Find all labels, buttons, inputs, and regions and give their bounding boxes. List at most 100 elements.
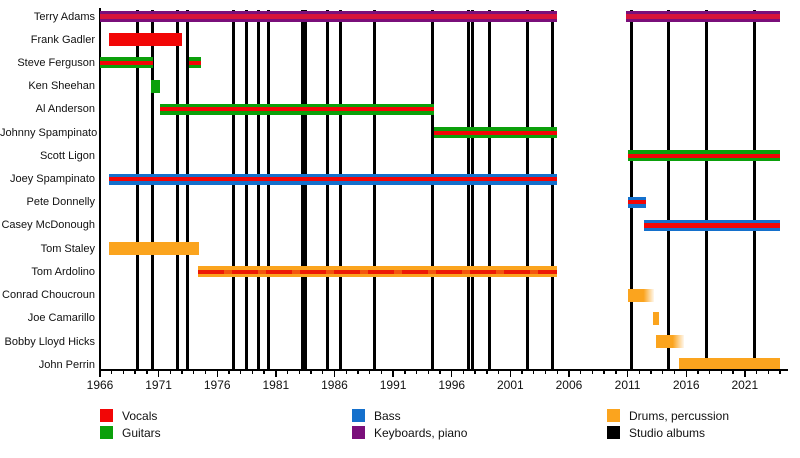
legend-column: Drums, percussion Studio albums: [607, 407, 729, 441]
album-line: [232, 10, 236, 369]
bass-swatch-icon: [352, 409, 365, 422]
axis-tick: [732, 370, 734, 375]
vocals-stripe: [644, 223, 780, 228]
member-label: Al Anderson: [35, 103, 95, 116]
album-line: [752, 10, 756, 369]
member-label: John Perrin: [38, 358, 95, 371]
axis-tick: [415, 370, 418, 375]
vocals-stripe: [627, 153, 780, 158]
axis-tick: [755, 370, 758, 375]
axis-tick: [579, 370, 582, 375]
album-line: [151, 10, 155, 369]
axis-tick: [263, 370, 265, 375]
legend-label: Studio albums: [629, 425, 706, 440]
axis-tick-label: 1971: [145, 378, 172, 392]
album-line: [325, 10, 329, 369]
vocals-swatch-icon: [100, 409, 113, 422]
album-line: [338, 10, 342, 369]
album-line: [175, 10, 179, 369]
axis-tick: [685, 370, 687, 377]
member-label: Johnny Spampinato: [0, 126, 98, 139]
album-line: [667, 10, 671, 369]
axis-tick: [603, 370, 605, 375]
axis-tick: [521, 370, 523, 375]
album-line: [487, 10, 491, 369]
axis-tick: [275, 370, 277, 377]
timeline-bar: [151, 79, 160, 93]
member-label: Conrad Choucroun: [2, 289, 95, 302]
axis-tick: [286, 370, 289, 375]
vocals-stripe: [189, 60, 201, 66]
album-line: [466, 10, 470, 369]
legend-item-bass: Bass: [352, 407, 467, 424]
member-label: Joe Camarillo: [27, 312, 95, 325]
axis-tick: [251, 370, 254, 375]
axis-tick: [99, 370, 101, 377]
legend-label: Vocals: [122, 408, 158, 423]
axis-tick-label: 2021: [731, 378, 759, 392]
axis-tick: [157, 370, 160, 377]
y-axis-line: [99, 8, 101, 371]
legend-item-keyboards: Keyboards, piano: [352, 424, 467, 441]
albums-swatch-icon: [607, 426, 620, 439]
axis-tick-label: 2011: [614, 378, 641, 392]
timeline-bar: [678, 358, 780, 372]
album-line: [267, 10, 271, 369]
axis-tick-label: 2001: [496, 378, 524, 392]
legend-item-guitars: Guitars: [100, 424, 161, 441]
axis-tick: [333, 370, 336, 377]
axis-tick: [720, 370, 723, 375]
legend-item-vocals: Vocals: [100, 407, 161, 424]
axis-tick: [357, 370, 359, 375]
vocals-stripe: [109, 176, 558, 182]
axis-tick: [568, 370, 570, 377]
member-label: Joey Spampinato: [10, 173, 95, 186]
legend-label: Guitars: [122, 425, 161, 440]
axis-tick: [322, 370, 324, 375]
member-label: Tom Ardolino: [31, 265, 95, 278]
timeline-bar: [109, 242, 200, 256]
member-label: Scott Ligon: [39, 149, 95, 162]
timeline-bar: [655, 335, 684, 349]
album-line: [372, 10, 376, 369]
axis-tick: [779, 370, 781, 375]
axis-tick: [673, 370, 676, 375]
member-label: Frank Gadler: [30, 33, 95, 46]
album-line: [300, 10, 304, 369]
axis-tick: [662, 370, 664, 375]
axis-tick: [439, 370, 441, 375]
axis-tick: [122, 370, 125, 375]
album-line: [471, 10, 475, 369]
axis-tick: [310, 370, 312, 375]
axis-tick: [744, 370, 746, 377]
axis-tick: [368, 370, 371, 375]
legend-column: Bass Keyboards, piano: [352, 407, 467, 441]
axis-tick-label: 1981: [262, 378, 290, 392]
member-label: Steve Ferguson: [17, 56, 95, 69]
axis-tick-label: 2016: [672, 378, 700, 392]
legend-column: Vocals Guitars: [100, 407, 161, 441]
axis-tick-label: 1991: [379, 378, 407, 392]
album-line: [526, 10, 530, 369]
axis-tick: [380, 370, 383, 375]
timeline-bar: [109, 33, 183, 47]
axis-tick: [169, 370, 172, 375]
axis-tick: [392, 370, 394, 377]
axis-tick: [146, 370, 148, 375]
legend-item-drums: Drums, percussion: [607, 407, 729, 424]
album-line: [704, 10, 708, 369]
axis-tick: [298, 370, 300, 375]
axis-tick: [767, 370, 769, 375]
axis-tick-label: 1996: [438, 378, 466, 392]
axis-tick: [134, 370, 136, 375]
guitars-swatch-icon: [100, 426, 113, 439]
member-label: Bobby Lloyd Hicks: [4, 335, 96, 348]
vocals-stripe: [159, 107, 435, 112]
axis-tick: [193, 370, 195, 375]
vocals-stripe: [434, 130, 558, 135]
axis-tick: [638, 370, 640, 375]
album-line: [431, 10, 435, 369]
member-label: Casey McDonough: [1, 219, 95, 232]
vocals-stripe: [100, 14, 558, 19]
